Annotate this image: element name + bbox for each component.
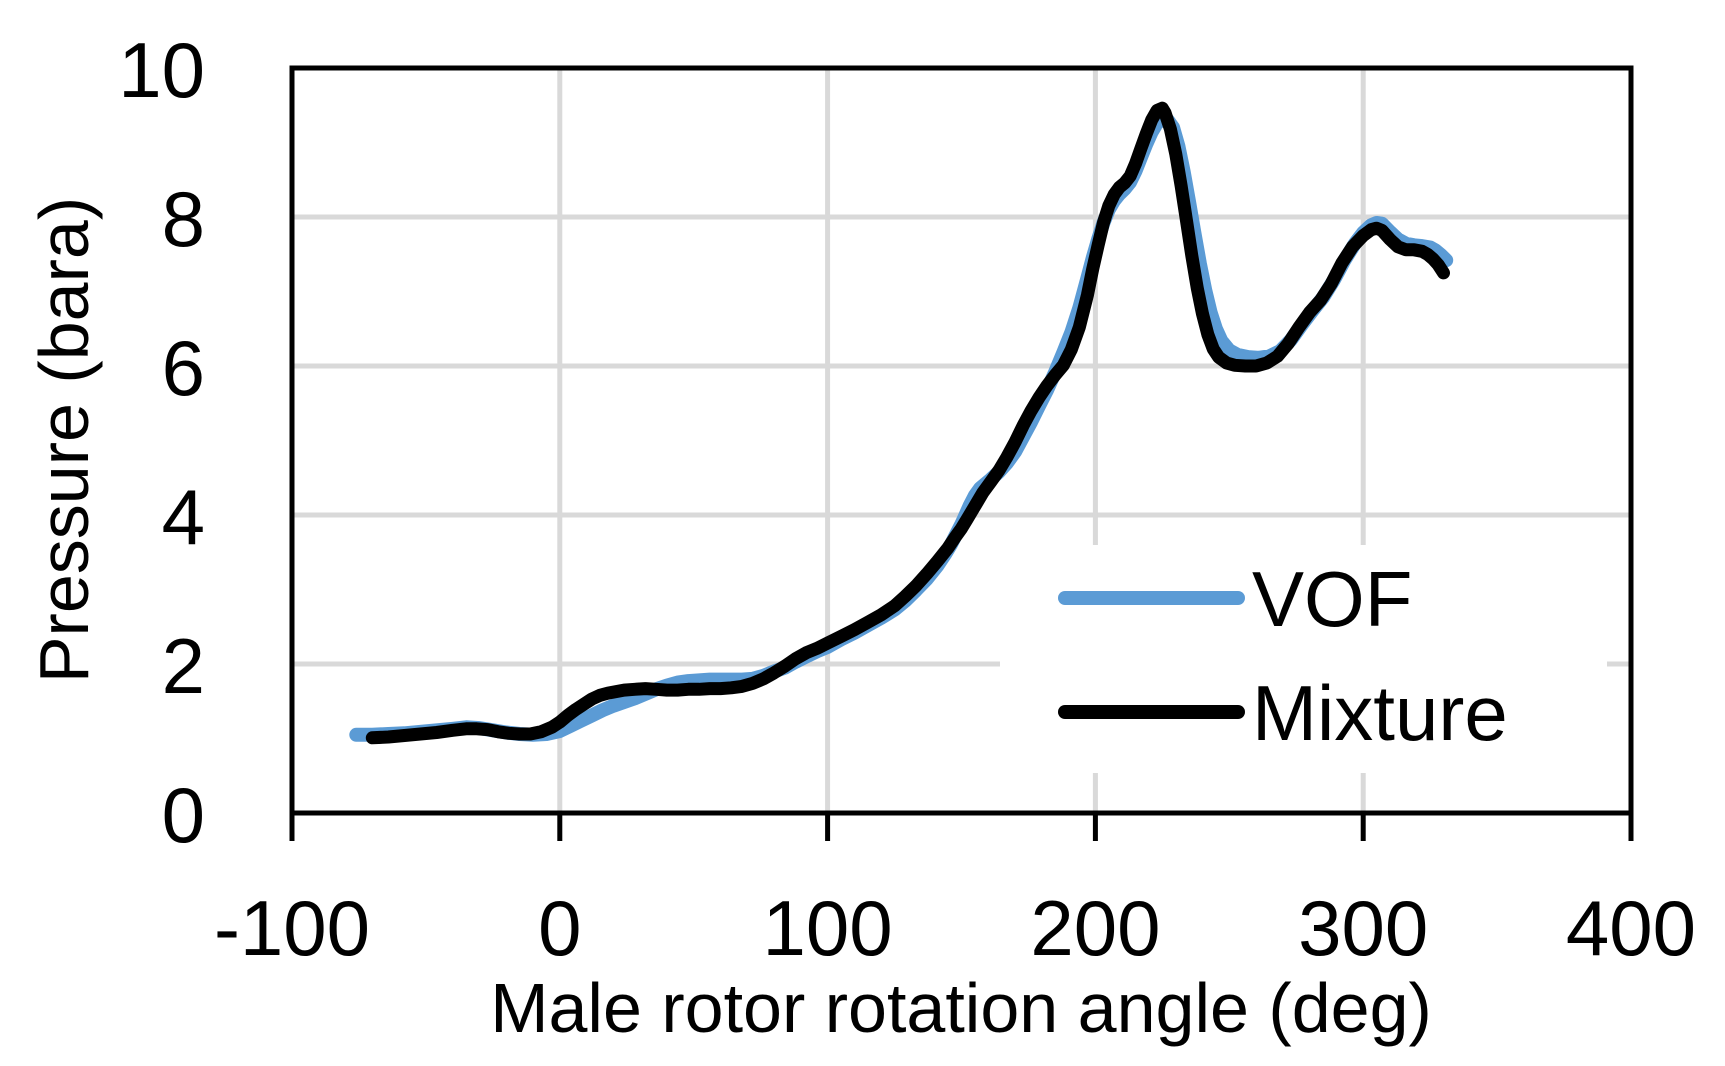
x-tick-label: 400 bbox=[1566, 884, 1696, 972]
legend-label-mixture: Mixture bbox=[1252, 669, 1508, 757]
legend-label-vof: VOF bbox=[1252, 555, 1412, 643]
x-axis-title: Male rotor rotation angle (deg) bbox=[490, 969, 1432, 1047]
y-axis-title: Pressure (bara) bbox=[25, 197, 103, 683]
y-tick-label: 6 bbox=[162, 324, 205, 412]
tick-marks-layer bbox=[289, 813, 1634, 841]
y-tick-label: 8 bbox=[162, 175, 205, 263]
y-tick-label: 10 bbox=[118, 26, 205, 114]
series-layer bbox=[349, 101, 1454, 745]
x-tick-label: 200 bbox=[1030, 884, 1160, 972]
x-tick-label: 300 bbox=[1298, 884, 1428, 972]
legend-background-layer bbox=[1000, 545, 1607, 773]
x-tick-label: -100 bbox=[214, 884, 370, 972]
plot-frame-layer bbox=[289, 65, 1634, 816]
x-tick-label: 0 bbox=[538, 884, 581, 972]
legend: VOF Mixture bbox=[1058, 555, 1508, 757]
y-tick-label: 4 bbox=[162, 473, 205, 561]
series-mixture-line bbox=[365, 101, 1450, 745]
plot-border bbox=[289, 65, 1634, 816]
y-tick-label: 0 bbox=[162, 771, 205, 859]
y-tick-label: 2 bbox=[162, 622, 205, 710]
x-tick-label: 100 bbox=[763, 884, 893, 972]
legend-background bbox=[1000, 545, 1607, 773]
